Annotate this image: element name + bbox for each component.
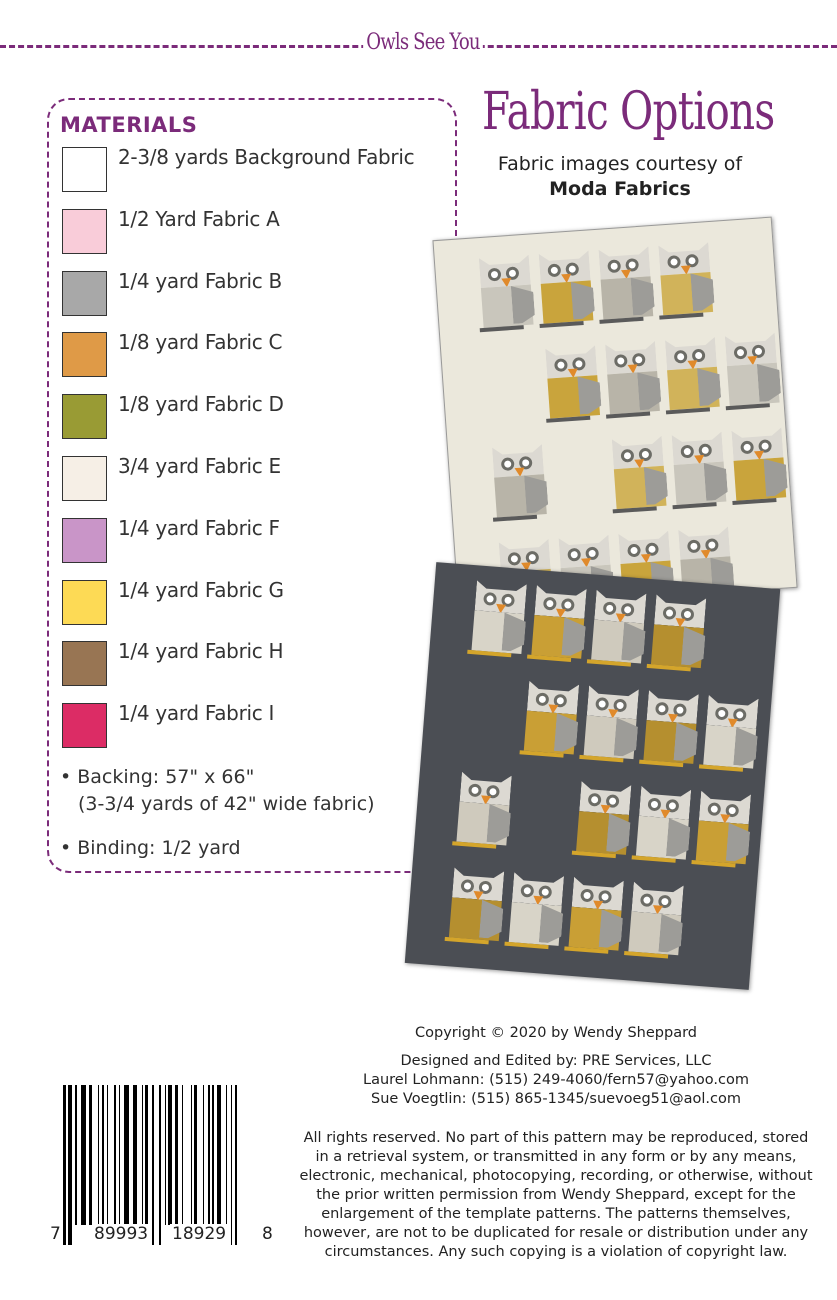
barcode-bar [133,1085,137,1225]
fabric-swatch [62,517,107,563]
material-label: 1/4 yard Fabric I [118,701,275,726]
fabric-swatch [62,208,107,254]
barcode-bar [159,1085,161,1245]
courtesy-note: Fabric images courtesy of Moda Fabrics [478,152,762,202]
barcode-bar [203,1085,205,1225]
barcode-bar [182,1085,184,1225]
fabric-options-title: Fabric Options [482,82,775,142]
owl-block [504,872,568,952]
material-label: 3/4 yard Fabric E [118,454,281,478]
barcode-bar [124,1085,130,1225]
owl-block [488,444,551,524]
backing-detail: (3-3/4 yards of 42" wide fabric) [78,793,375,815]
owl-block [639,690,703,770]
barcode-bar [113,1085,117,1225]
owl-block [668,431,731,511]
series-title: Owls See You [363,30,483,55]
owl-block [698,695,763,775]
barcode-bar [217,1085,221,1225]
quilt-image-light [432,216,798,617]
owl-block [654,242,717,322]
barcode-bar [152,1085,154,1245]
barcode-bar [89,1085,92,1225]
owl-block [535,250,598,330]
barcode-bar [190,1085,193,1225]
fabric-swatch [62,456,107,501]
backing-line: • Backing: 57" x 66" [60,766,255,788]
rights-notice: All rights reserved. No part of this pat… [299,1130,813,1260]
material-label: 2-3/8 yards Background Fabric [118,145,415,169]
barcode-digit-lead: 7 [48,1224,63,1244]
owl-block [721,332,784,412]
courtesy-text: Fabric images courtesy of [497,153,743,175]
quilt-image-dark [404,562,781,990]
barcode-bar [164,1085,166,1225]
barcode-digits-left: 89993 [92,1224,151,1244]
barcode-bar [234,1085,238,1245]
owl-block [444,867,508,947]
barcode-bar [98,1085,100,1225]
material-label: 1/4 yard Fabric B [118,268,282,293]
material-label: 1/4 yard Fabric F [118,515,280,540]
owl-block [646,594,710,674]
fabric-swatch [62,147,107,192]
owl-block [601,341,664,421]
barcode-bar [175,1085,178,1225]
owl-block [579,685,643,765]
contact-laurel: Laurel Lohmann: (515) 249-4060/fern57@ya… [362,1072,749,1088]
owl-block [608,436,671,516]
barcode-bar [101,1085,105,1225]
barcode-bar [225,1085,228,1225]
barcode-bar [106,1085,109,1225]
barcode-bar [208,1085,210,1225]
designed-by: Designed and Edited by: PRE Services, LL… [400,1053,712,1069]
owl-block [541,345,604,425]
materials-title: MATERIALS [60,113,198,137]
fabric-swatch [62,332,107,378]
material-label: 1/2 Yard Fabric A [118,206,280,231]
binding-line: • Binding: 1/2 yard [60,837,241,859]
owl-block [631,786,695,866]
material-label: 1/4 yard Fabric G [118,577,284,602]
contact-sue: Sue Voegtlin: (515) 865-1345/suevoeg51@a… [371,1091,741,1107]
copyright: Copyright © 2020 by Wendy Sheppard [415,1025,697,1041]
owl-block [661,337,724,417]
fabric-swatch [62,641,107,687]
barcode-bar [63,1085,66,1245]
owl-block [586,589,651,669]
fabric-swatch [62,270,107,316]
barcode-bar [68,1085,73,1245]
owl-block [691,790,755,870]
owl-block [519,680,583,760]
material-label: 1/4 yard Fabric H [118,639,284,664]
barcode-bar [194,1085,197,1225]
fabric-swatch [62,703,107,749]
barcode-bar [141,1085,144,1225]
owl-block [475,254,538,334]
owl-block [571,781,636,861]
owl-block [624,881,688,961]
barcode-bar [75,1085,77,1225]
barcode-digits-right: 18929 [170,1224,229,1244]
barcode-bar [119,1085,121,1225]
barcode-bar [211,1085,215,1225]
barcode [63,1085,259,1245]
barcode-bar [80,1085,86,1225]
material-label: 1/8 yard Fabric C [118,330,283,355]
barcode-bar [145,1085,148,1225]
fabric-swatch [62,394,107,440]
owl-block [527,585,591,665]
material-label: 1/8 yard Fabric D [118,392,284,417]
barcode-bar [231,1085,233,1245]
fabric-swatch [62,579,107,625]
owl-block [564,877,628,957]
brand-name: Moda Fabrics [549,178,691,200]
owl-block [595,246,658,326]
owl-block [452,771,516,851]
barcode-bar [168,1085,172,1225]
owl-block [467,580,531,660]
barcode-digit-check: 8 [260,1224,275,1244]
owl-block [727,427,790,507]
